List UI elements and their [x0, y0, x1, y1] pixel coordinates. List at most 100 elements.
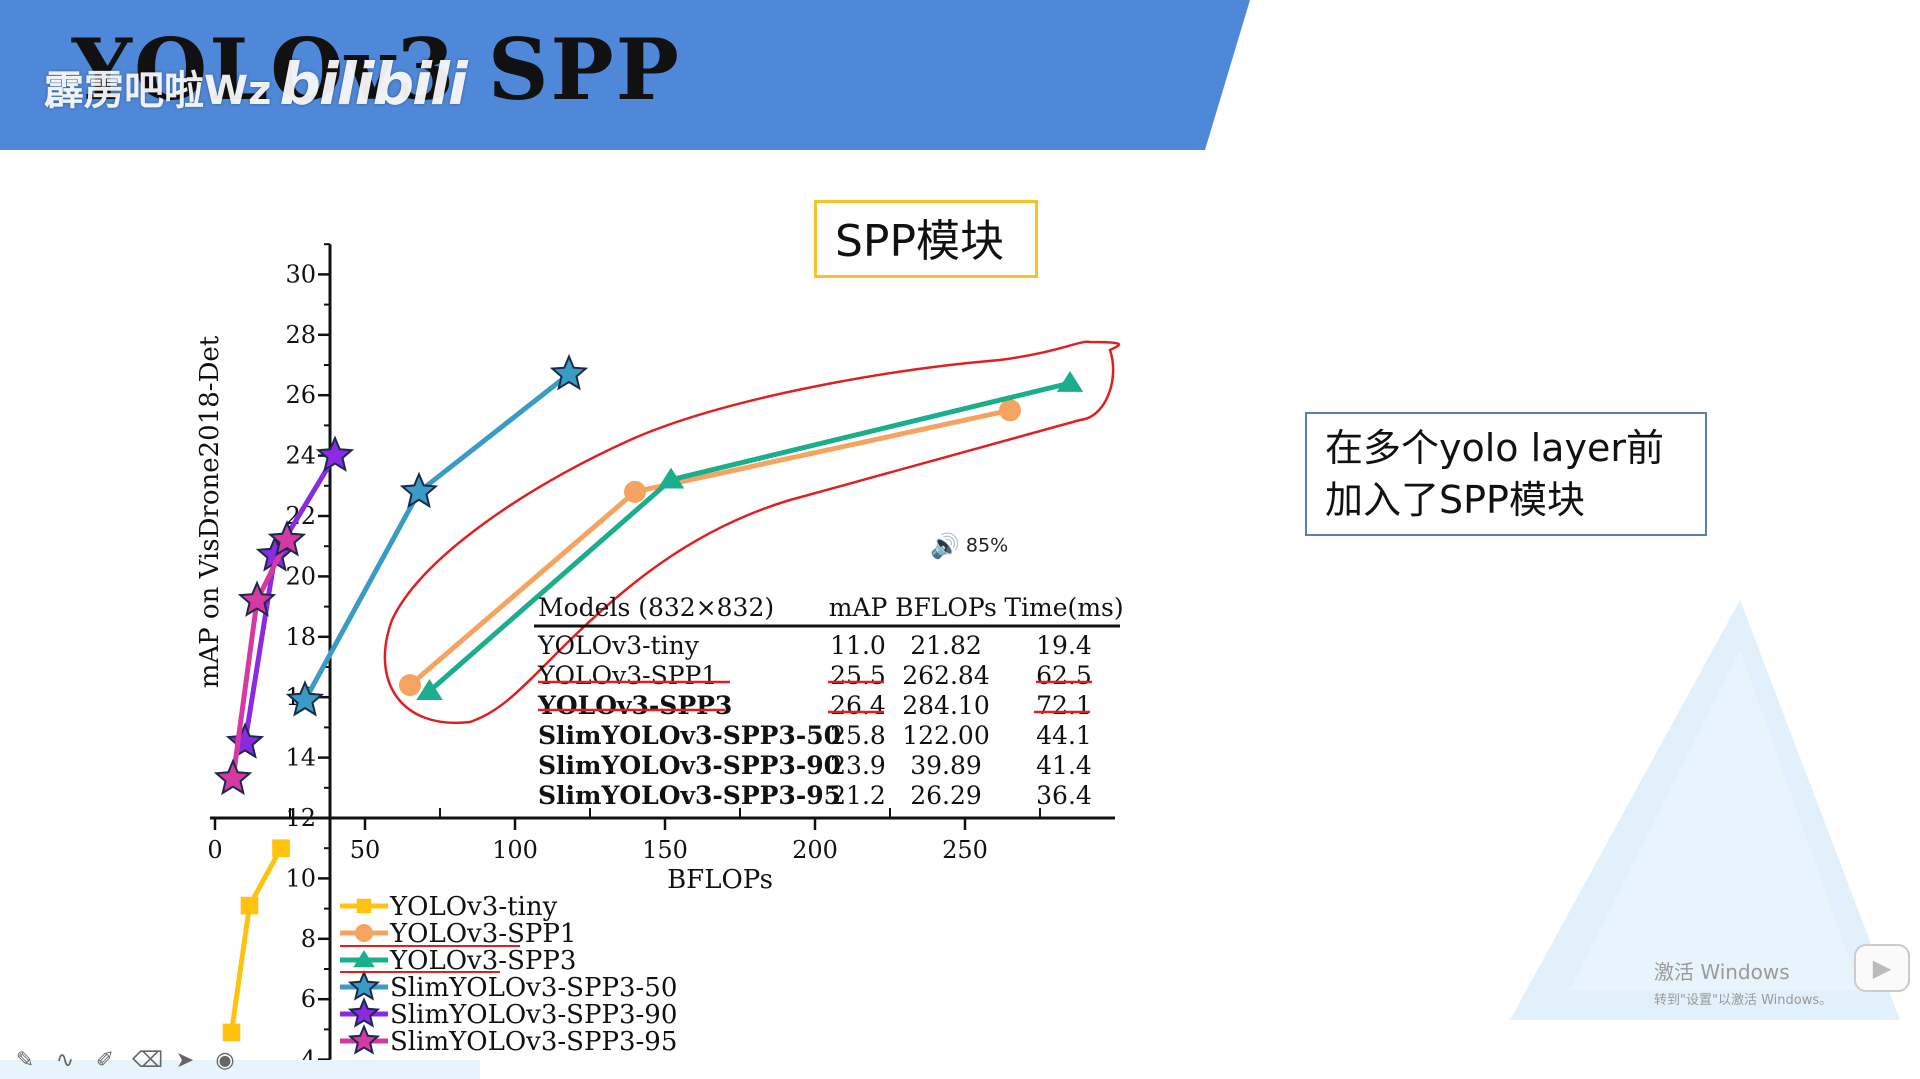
x-tick-label: 100: [492, 836, 538, 864]
data-point: [1056, 371, 1084, 392]
legend-marker: [347, 1023, 381, 1055]
table-cell: 26.4: [830, 691, 886, 720]
y-tick-label: 6: [301, 985, 316, 1013]
table-cell: 19.4: [1036, 631, 1092, 660]
data-point: [222, 1023, 241, 1042]
data-point: [315, 435, 355, 472]
table-cell: 11.0: [830, 631, 886, 660]
y-tick-label: 10: [285, 864, 316, 892]
y-tick-label: 8: [301, 925, 316, 953]
x-tick-label: 250: [942, 836, 988, 864]
table-cell: 23.9: [830, 751, 886, 780]
x-tick-label: 50: [350, 836, 381, 864]
table-cell: 25.8: [830, 721, 886, 750]
watermark-text: 霹雳吧啦Wz: [44, 68, 272, 114]
table-cell: SlimYOLOv3-SPP3-90: [538, 751, 841, 780]
y-tick-label: 24: [285, 442, 316, 470]
table-cell: 41.4: [1036, 751, 1092, 780]
table-cell: 39.89: [910, 751, 982, 780]
y-tick-label: 28: [285, 321, 316, 349]
spp-module-label-box: SPP模块: [814, 200, 1038, 278]
table-cell: 262.84: [902, 661, 989, 690]
spp-note-box: 在多个yolo layer前 加入了SPP模块: [1305, 412, 1707, 536]
legend-marker: [355, 924, 373, 942]
slide-title: YOLOv3 SPP: [72, 20, 681, 119]
y-axis-title: mAP on VisDrone2018-Det: [195, 335, 225, 688]
table-cell: YOLOv3-SPP3: [537, 691, 732, 720]
table-cell: 21.2: [830, 781, 886, 810]
highlighter-icon[interactable]: ✐: [95, 1048, 115, 1073]
data-point: [267, 520, 307, 557]
volume-indicator[interactable]: 🔊 85%: [930, 532, 1008, 560]
data-point: [225, 722, 265, 759]
chart-axes: 4681012141618202224262830050100150200250…: [195, 243, 1115, 1074]
activation-title: 激活 Windows: [1654, 960, 1790, 984]
curve-icon[interactable]: ∿: [55, 1048, 75, 1073]
activation-hint: 转到"设置"以激活 Windows。: [1654, 993, 1833, 1008]
y-tick-label: 30: [285, 260, 316, 288]
table-header-cell: Time(ms): [1004, 593, 1123, 622]
record-icon[interactable]: ◉: [215, 1048, 235, 1073]
x-tick-label: 0: [207, 836, 222, 864]
y-tick-label: 14: [285, 744, 316, 772]
table-header-cell: Models (832×832): [538, 593, 774, 622]
windows-activation-watermark: 激活 Windows 转到"设置"以激活 Windows。: [1654, 956, 1832, 1008]
play-icon[interactable]: ▶: [1854, 944, 1910, 992]
x-tick-label: 150: [642, 836, 688, 864]
highlight-curve: [383, 340, 1120, 725]
table-cell: 36.4: [1036, 781, 1092, 810]
table-cell: 284.10: [902, 691, 989, 720]
table-cell: YOLOv3-SPP1: [537, 661, 717, 690]
volume-level: 85%: [965, 534, 1009, 557]
table-cell: 62.5: [1036, 661, 1092, 690]
legend-marker: [347, 996, 381, 1028]
note-line-1: 在多个yolo layer前: [1325, 426, 1664, 470]
table-cell: 44.1: [1036, 721, 1092, 750]
pointer-icon[interactable]: ➤: [175, 1048, 195, 1073]
background-triangle: [1510, 600, 1900, 1020]
eraser-icon[interactable]: ⌫: [132, 1048, 164, 1073]
x-axis-title: BFLOPs: [667, 865, 773, 895]
table-cell: SlimYOLOv3-SPP3-95: [538, 781, 841, 810]
data-point: [549, 353, 589, 391]
series-line: [302, 372, 571, 702]
series-yolov3-tiny: [222, 839, 290, 1042]
series-line: [229, 846, 284, 1033]
legend-label: YOLOv3-tiny: [389, 892, 558, 922]
data-point: [272, 839, 290, 857]
legend-label: YOLOv3-SPP1: [389, 919, 576, 949]
table-cell: 122.00: [902, 721, 989, 750]
legend-marker: [353, 950, 375, 968]
series-slimyolov3-spp3-50: [285, 353, 589, 717]
annotation-toolbar: ✎ ∿ ✐ ⌫ ➤ ◉: [12, 1048, 238, 1078]
data-point: [416, 679, 443, 700]
data-point: [237, 580, 277, 617]
chart-series: [213, 353, 1084, 1042]
table-cell: 21.82: [910, 631, 982, 660]
series-yolov3-spp1: [399, 399, 1021, 697]
legend-label: SlimYOLOv3-SPP3-95: [390, 1027, 677, 1057]
series-slimyolov3-spp3-95: [213, 520, 307, 796]
y-tick-label: 26: [285, 381, 316, 409]
comparison-table: Models (832×832) mAP BFLOPs Time(ms) YOLOv3-…: [534, 593, 1124, 810]
data-point: [240, 896, 259, 915]
data-point: [657, 467, 685, 489]
data-point: [213, 758, 253, 796]
pen-icon[interactable]: ✎: [15, 1048, 35, 1073]
x-tick-label: 200: [792, 836, 838, 864]
series-yolov3-spp3: [416, 371, 1084, 700]
toolbar-strip: [0, 1060, 480, 1079]
title-banner: [0, 0, 1920, 150]
legend-marker: [347, 969, 381, 1001]
legend-label: SlimYOLOv3-SPP3-50: [390, 973, 677, 1003]
bilibili-watermark: 霹雳吧啦Wz bilibili: [44, 50, 468, 118]
speaker-icon: 🔊: [930, 532, 960, 560]
table-header-cell: BFLOPs: [895, 593, 997, 622]
data-point: [285, 680, 325, 717]
table-cell: YOLOv3-tiny: [537, 631, 700, 660]
table-header-cell: mAP: [829, 593, 888, 622]
legend-marker: [356, 898, 372, 914]
y-tick-label: 20: [285, 562, 316, 590]
note-line-2: 加入了SPP模块: [1325, 478, 1585, 522]
table-cell: 26.29: [910, 781, 982, 810]
